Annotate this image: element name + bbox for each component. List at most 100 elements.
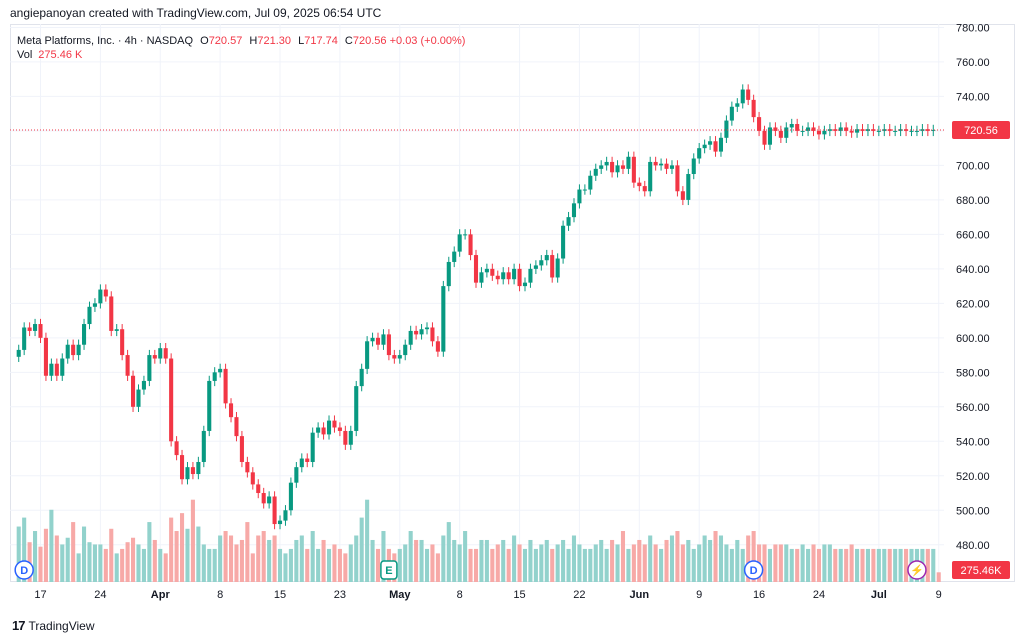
candle-body: [571, 203, 577, 218]
tradingview-logo[interactable]: 17 TradingView: [12, 618, 95, 633]
candle-body: [555, 258, 560, 278]
candle-body: [435, 341, 440, 352]
price-tick-label: 640.00: [956, 264, 990, 276]
last-volume-label: 275.46K: [961, 565, 1003, 577]
candle-body: [321, 427, 326, 435]
candle-body: [299, 458, 304, 468]
candle-body: [375, 337, 381, 345]
candle-body: [179, 455, 185, 480]
volume-bar: [735, 539, 740, 582]
volume-bar: [239, 539, 244, 582]
volume-bar: [773, 544, 778, 582]
candle-body: [386, 334, 391, 356]
candle-body: [38, 324, 43, 338]
high-value: 721.30: [257, 35, 292, 47]
candle-body: [424, 327, 430, 330]
candle-body: [686, 174, 691, 200]
volume-bar: [784, 544, 789, 582]
candle-body: [332, 420, 337, 428]
candle-body: [60, 358, 65, 376]
candle-body: [490, 268, 495, 276]
volume-bar: [87, 542, 92, 582]
volume-bar: [865, 548, 870, 582]
volume-bar: [228, 535, 234, 582]
volume-bar: [359, 517, 364, 582]
volume-bar: [76, 553, 81, 582]
volume-bar: [740, 548, 745, 582]
volume-bar: [435, 553, 440, 582]
volume-bar: [288, 548, 293, 582]
volume-bar: [838, 548, 843, 582]
time-tick-label: 24: [94, 589, 106, 601]
candle-body: [169, 358, 174, 442]
candle-body: [925, 129, 930, 131]
candle-body: [114, 329, 119, 331]
candle-body: [283, 510, 288, 521]
volume-label: Vol: [17, 49, 33, 61]
high-label: H: [249, 35, 258, 47]
candle-body: [452, 251, 457, 262]
volume-bar: [599, 539, 604, 582]
chart-credit: angiepanoyan created with TradingView.co…: [10, 6, 382, 20]
volume-bar: [43, 528, 48, 582]
candle-body: [403, 344, 408, 356]
price-tick-label: 540.00: [956, 436, 990, 448]
volume-bar: [925, 548, 930, 582]
volume-bar: [408, 531, 413, 582]
volume-bar: [16, 526, 21, 582]
candle-body: [49, 363, 54, 376]
volume-bar: [218, 535, 223, 582]
volume-bar: [686, 539, 691, 582]
volume-bar: [337, 548, 342, 582]
volume-bar: [893, 548, 898, 582]
candle-body: [337, 427, 342, 431]
volume-bar: [141, 548, 146, 582]
volume-bar: [931, 548, 936, 582]
candle-body: [277, 520, 283, 525]
candle-body: [773, 127, 778, 131]
volume-bar: [751, 531, 756, 582]
volume-bar: [849, 544, 854, 582]
candle-body: [92, 303, 97, 307]
volume-bar: [778, 544, 783, 582]
volume-bar: [414, 539, 419, 582]
price-tick-label: 500.00: [956, 505, 990, 517]
volume-bar: [571, 535, 577, 582]
volume-bar: [190, 499, 195, 582]
volume-bar: [566, 548, 571, 582]
volume-bar: [816, 548, 821, 582]
volume-bar: [103, 548, 108, 582]
volume-bar: [615, 544, 620, 582]
earnings-marker-icon: [380, 560, 398, 580]
candle-body: [54, 363, 59, 376]
volume-bar: [669, 535, 675, 582]
volume-bar: [800, 544, 805, 582]
candle-body: [294, 467, 299, 483]
volume-bar: [158, 548, 163, 582]
volume-bar: [354, 535, 359, 582]
candle-body: [718, 137, 724, 152]
volume-bar: [49, 509, 54, 582]
volume-bar: [631, 544, 636, 582]
candle-body: [158, 348, 163, 359]
volume-bar: [452, 539, 457, 582]
candle-body: [871, 129, 876, 131]
volume-bar: [71, 522, 76, 582]
time-tick-label: 15: [274, 589, 286, 601]
candle-body: [16, 349, 21, 357]
volume-bar: [490, 548, 495, 582]
volume-bar: [495, 544, 500, 582]
candle-body: [408, 330, 413, 345]
time-tick-label: 23: [334, 589, 346, 601]
candle-body: [800, 130, 805, 132]
candle-body: [27, 327, 32, 331]
split-marker-icon: [907, 560, 927, 580]
volume-bar: [528, 539, 533, 582]
volume-bar: [397, 548, 402, 582]
last-volume-badge: [952, 561, 1010, 579]
candle-body: [697, 148, 702, 159]
candle-body: [593, 168, 598, 176]
volume-bar: [604, 548, 609, 582]
candle-body: [637, 182, 642, 187]
